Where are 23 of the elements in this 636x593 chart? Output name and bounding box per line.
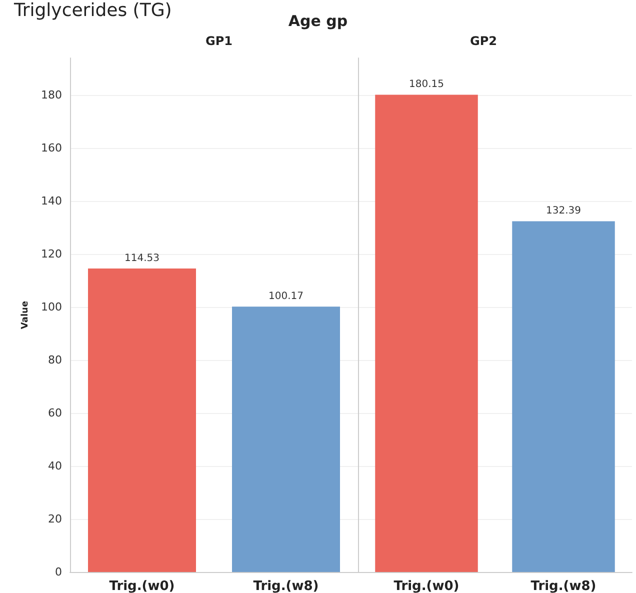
data-label: 132.39 [546,206,581,217]
text: Triglycerides (TG) [14,0,172,21]
x-tick-label: Trig.(w8) [253,579,319,593]
y-tick-label: 60 [48,406,62,420]
y-tick-label: 160 [41,142,62,155]
y-tick-label: 140 [41,194,62,208]
x-tick-label: Trig.(w0) [394,579,460,593]
y-tick-label: 80 [48,354,62,367]
y-tick-label: 40 [48,460,62,473]
y-tick-label: 20 [48,512,62,526]
chart-title: GP2 [470,34,498,48]
y-tick-label: 0 [55,566,62,578]
y-tick-label: 120 [41,248,62,261]
x-tick-label: Trig.(w0) [109,579,175,593]
y-tick-label: 100 [41,300,62,314]
y-tick-label: 180 [41,88,62,102]
data-label: 100.17 [268,291,304,302]
data-label: 180.15 [409,79,444,90]
data-label: 114.53 [124,253,160,264]
chart-title: GP1 [206,34,232,48]
text: Age gp [288,12,348,30]
x-tick-label: Trig.(w8) [530,579,596,593]
y-axis-title: Value [20,300,30,330]
